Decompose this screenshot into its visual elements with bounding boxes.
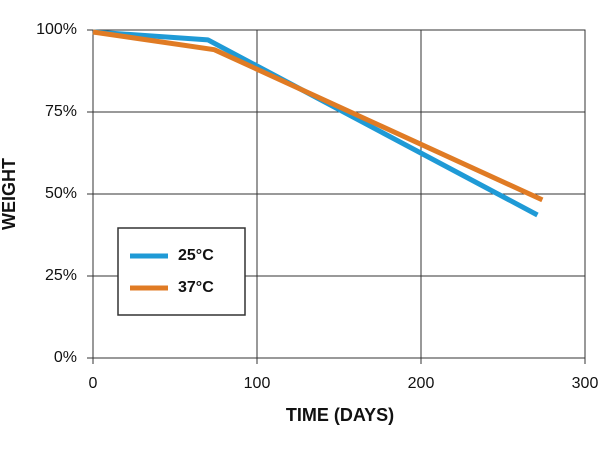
plot-frame xyxy=(92,29,586,359)
series-line xyxy=(92,29,544,203)
y-tick-label: 100% xyxy=(36,21,77,38)
legend-label: 25°C xyxy=(178,247,214,264)
legend-label: 37°C xyxy=(178,279,214,296)
x-tick-label: 100 xyxy=(244,375,271,392)
y-tick-label: 75% xyxy=(45,103,77,120)
x-tick-label: 200 xyxy=(408,375,435,392)
x-tick-label: 300 xyxy=(572,375,599,392)
series-line xyxy=(92,29,539,218)
x-tick-label: 0 xyxy=(89,375,98,392)
x-axis-label: TIME (DAYS) xyxy=(286,405,394,425)
y-tick-label: 25% xyxy=(45,267,77,284)
y-axis-label: WEIGHT xyxy=(0,158,19,230)
legend-box xyxy=(117,227,246,316)
y-tick-label: 0% xyxy=(54,349,77,366)
y-tick-label: 50% xyxy=(45,185,77,202)
